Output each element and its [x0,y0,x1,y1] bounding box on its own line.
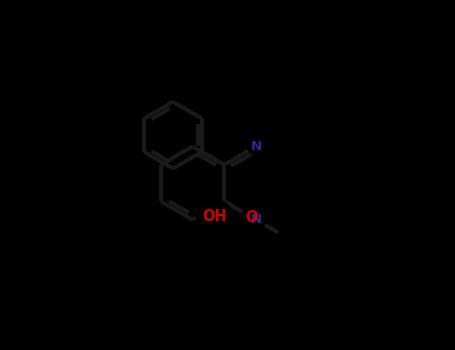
Text: N: N [250,140,262,153]
Text: OH: OH [202,210,227,224]
Text: O: O [245,210,258,224]
Text: N: N [250,213,262,226]
